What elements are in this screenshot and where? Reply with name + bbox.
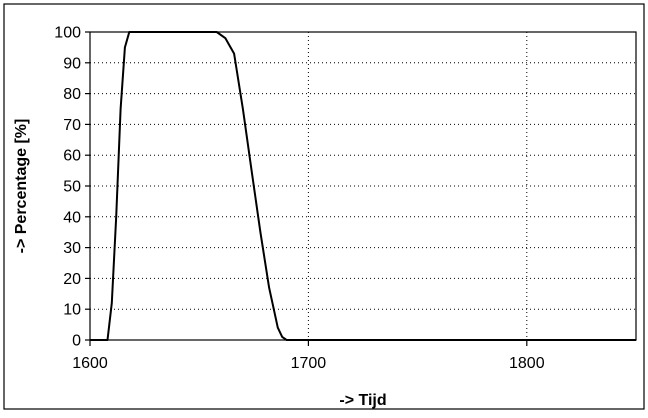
- y-tick-label: 100: [54, 25, 81, 42]
- y-tick-label: 40: [63, 209, 81, 226]
- y-tick-label: 90: [63, 55, 81, 72]
- y-tick-label: 80: [63, 86, 81, 103]
- x-tick-label: 1600: [72, 355, 108, 372]
- x-tick-label: 1700: [291, 355, 327, 372]
- y-tick-label: 60: [63, 148, 81, 165]
- gridlines: [90, 32, 636, 340]
- tick-labels: 0 10 20 30 40 50 60 70 80 90 100 1600 1700 1800: [54, 25, 544, 373]
- y-tick-label: 50: [63, 179, 81, 196]
- y-tick-label: 20: [63, 271, 81, 288]
- y-tick-label: 70: [63, 117, 81, 134]
- x-tick-label: 1800: [509, 355, 545, 372]
- ticks: [85, 31, 528, 346]
- y-tick-label: 0: [72, 333, 81, 350]
- y-tick-label: 10: [63, 302, 81, 319]
- y-axis-title: -> Percentage [%]: [13, 119, 30, 254]
- x-axis-title: -> Tijd: [339, 392, 386, 409]
- chart-frame: [3, 3, 645, 410]
- series: [90, 31, 636, 341]
- series-line: [90, 31, 636, 341]
- y-tick-label: 30: [63, 240, 81, 257]
